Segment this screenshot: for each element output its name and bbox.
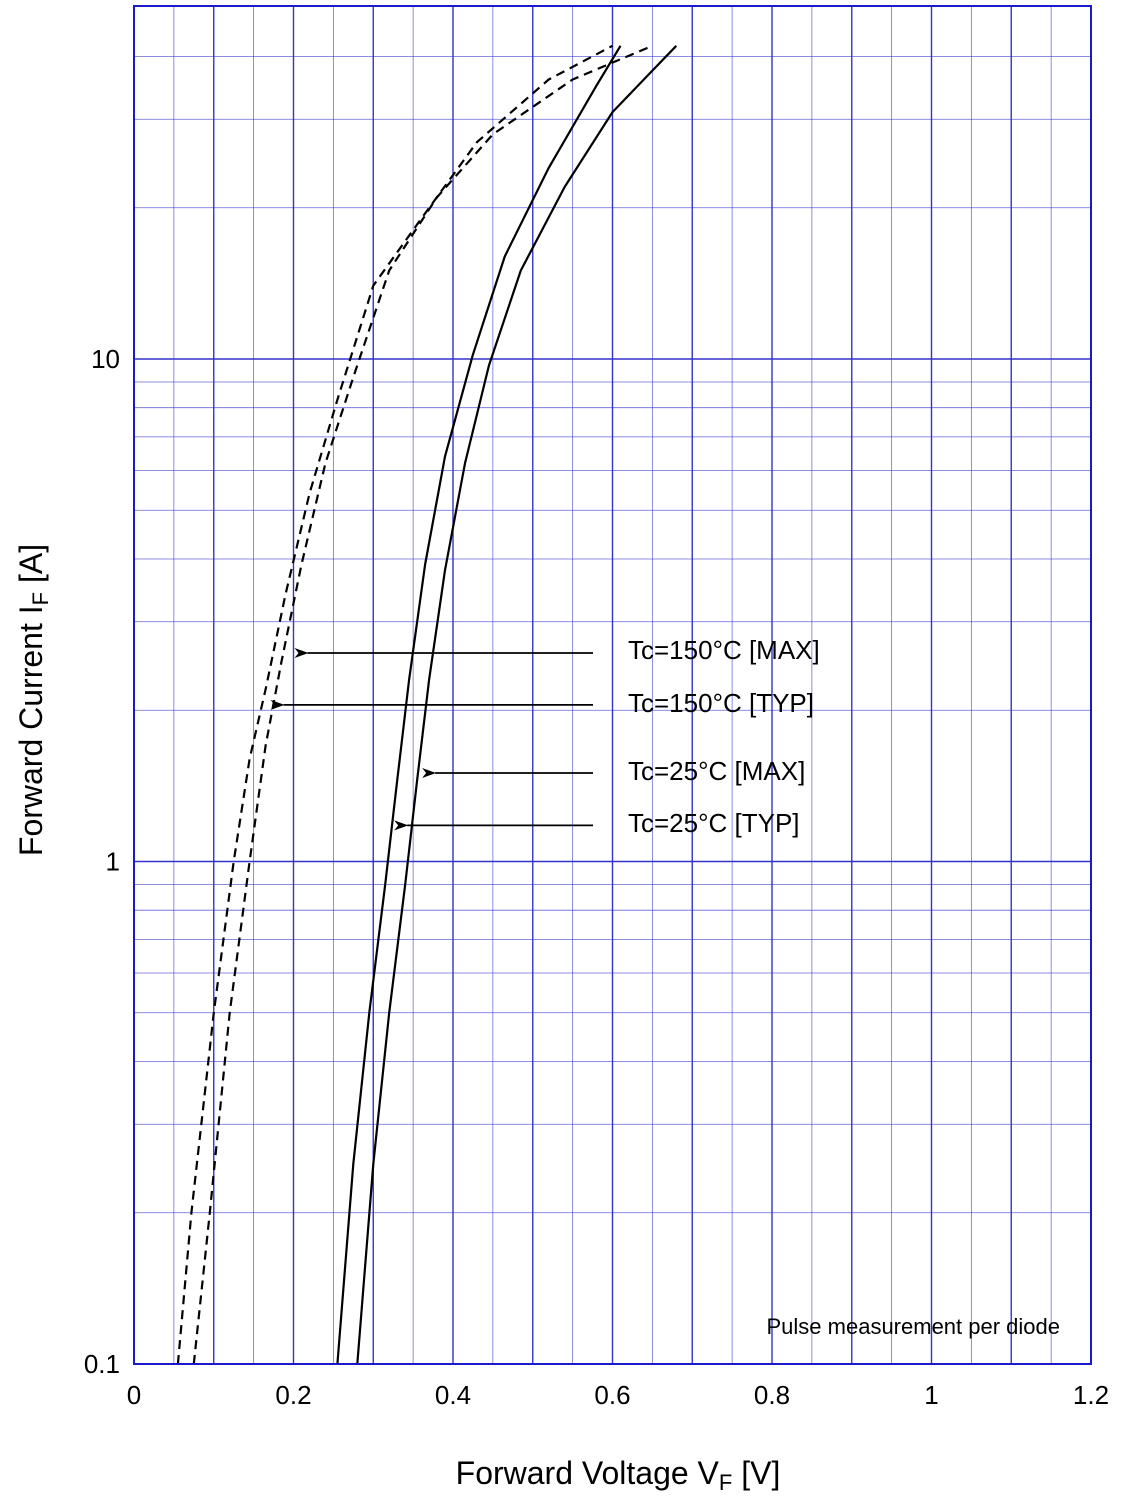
y-axis-title: Forward Current IF [A] — [13, 544, 53, 856]
annotation-label: Tc=150°C [MAX] — [628, 635, 820, 665]
series-line-2 — [356, 45, 678, 1364]
annotation-label: Tc=25°C [MAX] — [628, 756, 805, 786]
x-tick-label: 0.8 — [754, 1380, 790, 1410]
x-tick-label: 0.6 — [594, 1380, 630, 1410]
grid — [134, 6, 1091, 1364]
y-tick-label: 10 — [91, 344, 120, 374]
y-tick-label: 1 — [106, 847, 120, 877]
annotations: Tc=150°C [MAX] Tc=150°C [TYP] Tc=25°C [MAX… — [270, 635, 820, 838]
series-lines — [176, 44, 678, 1364]
x-axis-title: Forward Voltage VF [V] — [456, 1455, 781, 1495]
series-line-3 — [336, 45, 622, 1364]
series-line-1 — [176, 44, 614, 1364]
x-tick-label: 0.4 — [435, 1380, 471, 1410]
y-tick-label: 0.1 — [84, 1349, 120, 1379]
x-tick-label: 1 — [924, 1380, 938, 1410]
series-line-0 — [192, 44, 653, 1364]
annotation-label: Tc=150°C [TYP] — [628, 688, 814, 718]
note-text: Pulse measurement per diode — [767, 1314, 1061, 1339]
x-tick-label: 1.2 — [1073, 1380, 1109, 1410]
x-tick-label: 0 — [127, 1380, 141, 1410]
tick-labels: 0 0.2 0.4 0.6 0.8 1 1.2 0.1 1 10 — [84, 344, 1109, 1410]
plot-frame — [133, 5, 1092, 1365]
x-tick-label: 0.2 — [275, 1380, 311, 1410]
annotation-label: Tc=25°C [TYP] — [628, 808, 800, 838]
